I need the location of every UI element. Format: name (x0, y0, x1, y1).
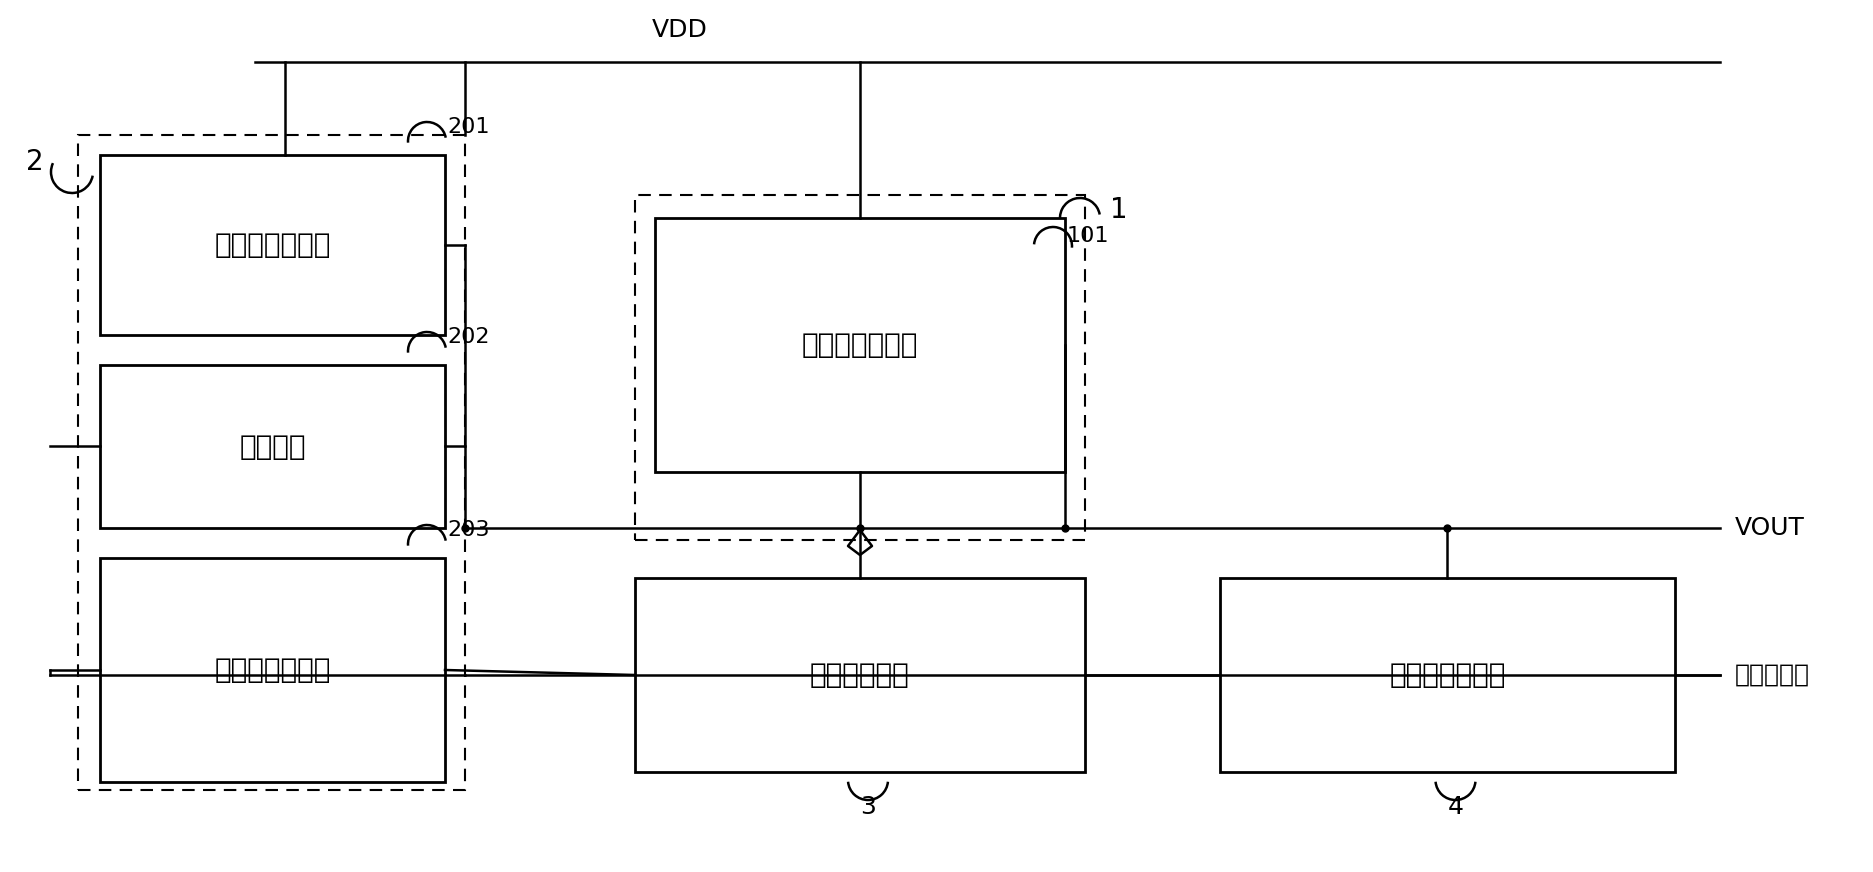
Text: 控制信号端: 控制信号端 (1734, 663, 1809, 687)
FancyBboxPatch shape (99, 558, 446, 782)
Text: VOUT: VOUT (1734, 516, 1806, 540)
FancyBboxPatch shape (99, 155, 446, 335)
Text: 比例微分控制器: 比例微分控制器 (1390, 661, 1506, 689)
Text: 第一功率管单元: 第一功率管单元 (802, 331, 918, 359)
FancyBboxPatch shape (656, 218, 1066, 472)
Text: 1: 1 (1111, 196, 1128, 224)
Text: 逐次逼近模块: 逐次逼近模块 (811, 661, 910, 689)
Text: 补偿单元: 补偿单元 (240, 433, 305, 460)
Text: 4: 4 (1448, 795, 1463, 819)
Text: 202: 202 (448, 327, 489, 347)
Text: 运算放大器单元: 运算放大器单元 (214, 656, 332, 684)
FancyBboxPatch shape (1219, 578, 1674, 772)
Text: 2: 2 (26, 148, 43, 176)
Text: 3: 3 (860, 795, 877, 819)
FancyBboxPatch shape (635, 578, 1084, 772)
Text: 101: 101 (1068, 226, 1109, 246)
FancyBboxPatch shape (99, 365, 446, 528)
Text: 201: 201 (448, 117, 489, 137)
Text: 第二功率管单元: 第二功率管单元 (214, 231, 332, 259)
Text: 203: 203 (448, 520, 489, 540)
Text: VDD: VDD (652, 18, 708, 42)
